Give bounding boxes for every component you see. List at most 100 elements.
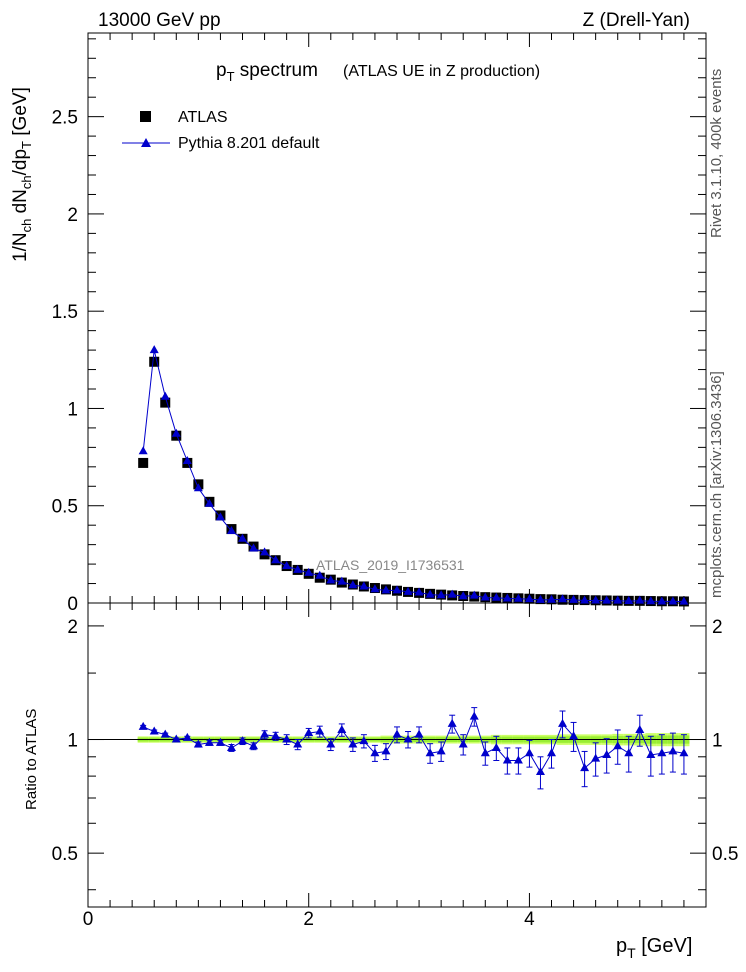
ratio-tick-label: 2: [67, 617, 78, 638]
pythia-point: [315, 570, 325, 579]
pythia-point: [215, 512, 225, 521]
y-tick-label: 2.5: [52, 108, 78, 129]
ratio-tick-label-right: 2: [712, 617, 723, 638]
ratio-point: [348, 739, 358, 748]
pythia-point: [392, 585, 402, 594]
pythia-point: [370, 584, 380, 593]
ratio-point: [502, 755, 512, 764]
y-tick-labels: 0 0.5 1 1.5 2 2.5: [52, 108, 78, 615]
pythia-point: [226, 526, 236, 535]
atlas-point: [160, 397, 171, 408]
pythia-point: [436, 590, 446, 599]
ratio-point: [215, 737, 225, 746]
pythia-point: [591, 595, 601, 604]
pythia-point: [149, 345, 159, 354]
ratio-point: [513, 755, 523, 764]
y-tick-label: 0: [67, 594, 78, 615]
ratio-point: [359, 736, 369, 745]
pythia-point: [668, 596, 678, 605]
ratio-point: [524, 748, 534, 757]
pythia-point: [182, 455, 192, 464]
pythia-point: [204, 498, 214, 507]
ratio-point: [679, 748, 689, 757]
ratio-point: [580, 763, 590, 772]
ratio-point: [491, 742, 501, 751]
ratio-point: [138, 721, 148, 730]
y-tick-label: 1.5: [52, 302, 78, 323]
ratio-point: [238, 736, 247, 745]
ratio-point: [558, 718, 568, 727]
legend-marker-data: [140, 111, 151, 122]
pythia-point: [271, 555, 281, 564]
atlas-point: [149, 356, 160, 367]
pythia-point: [160, 391, 170, 400]
pythia-point: [260, 547, 270, 556]
x-axis-title: pT [GeV]: [616, 935, 692, 961]
ratio-point: [149, 726, 159, 735]
ratio-point: [646, 749, 656, 758]
ratio-point: [160, 729, 170, 738]
legend-label-mc: Pythia 8.201 default: [178, 135, 320, 152]
ratio-point: [613, 741, 623, 750]
ratio-point: [392, 729, 402, 738]
axis-ticks: [87, 33, 707, 907]
pythia-point: [635, 595, 645, 604]
ratio-point: [326, 739, 336, 748]
y-tick-label: 0.5: [52, 497, 78, 518]
pythia-point: [646, 596, 656, 605]
ratio-point: [657, 748, 667, 757]
ratio-point: [591, 753, 601, 762]
pythia-point: [558, 594, 568, 603]
ratio-point: [469, 711, 479, 720]
ratio-point: [403, 734, 413, 743]
atlas-point: [138, 457, 149, 468]
ratio-point: [635, 724, 645, 733]
x-tick-label: 4: [524, 909, 535, 930]
pythia-point: [580, 595, 590, 604]
ratio-point: [414, 729, 424, 738]
x-tick-labels: 0 2 4: [83, 909, 535, 930]
x-tick-label: 2: [303, 909, 314, 930]
ratio-tick-label: 1: [67, 731, 78, 752]
pythia-point: [547, 594, 556, 603]
ratio-point: [171, 734, 181, 743]
ratio-point: [193, 739, 203, 748]
y-tick-label: 2: [67, 205, 78, 226]
pythia-point: [304, 567, 314, 576]
header-left: 13000 GeV pp: [98, 10, 221, 31]
pythia-point: [359, 581, 369, 590]
ratio-tick-label-right: 0.5: [712, 844, 738, 865]
pythia-point: [403, 586, 413, 595]
ratio-panel-frame: [87, 602, 707, 908]
ratio-axis-title: Ratio to ATLAS: [23, 709, 40, 810]
ratio-point: [315, 726, 325, 735]
pythia-point: [249, 543, 259, 552]
ratio-point: [458, 739, 468, 748]
pythia-point: [238, 533, 247, 542]
ratio-point: [293, 739, 303, 748]
ratio-tick-labels: 0.5 1 2 0.5 1 2: [52, 617, 739, 865]
y-axis-title: 1/Nch dNch/dpT [GeV]: [10, 87, 34, 262]
ratio-tick-label: 0.5: [52, 844, 78, 865]
y-tick-label: 1: [67, 399, 78, 420]
ratio-point: [602, 749, 612, 758]
ratio-point: [668, 746, 678, 755]
legend-marker-mc: [141, 138, 151, 147]
ratio-point: [260, 729, 270, 738]
legend: ATLAS Pythia 8.201 default: [122, 109, 320, 152]
pythia-point: [414, 587, 424, 596]
pythia-point: [480, 592, 490, 601]
svg-text:pT spectrum: pT spectrum: [216, 60, 318, 84]
ratio-point: [370, 748, 380, 757]
ratio-point: [624, 748, 634, 757]
pythia-point: [193, 483, 203, 492]
pythia-point: [458, 591, 468, 600]
ratio-point: [182, 732, 192, 741]
pythia-point: [326, 575, 336, 584]
ratio-point: [535, 767, 545, 776]
ratio-point: [569, 731, 579, 740]
pythia-point: [425, 589, 435, 598]
legend-label-data: ATLAS: [178, 109, 228, 126]
ratio-point: [381, 746, 391, 755]
ratio-point: [425, 748, 435, 757]
